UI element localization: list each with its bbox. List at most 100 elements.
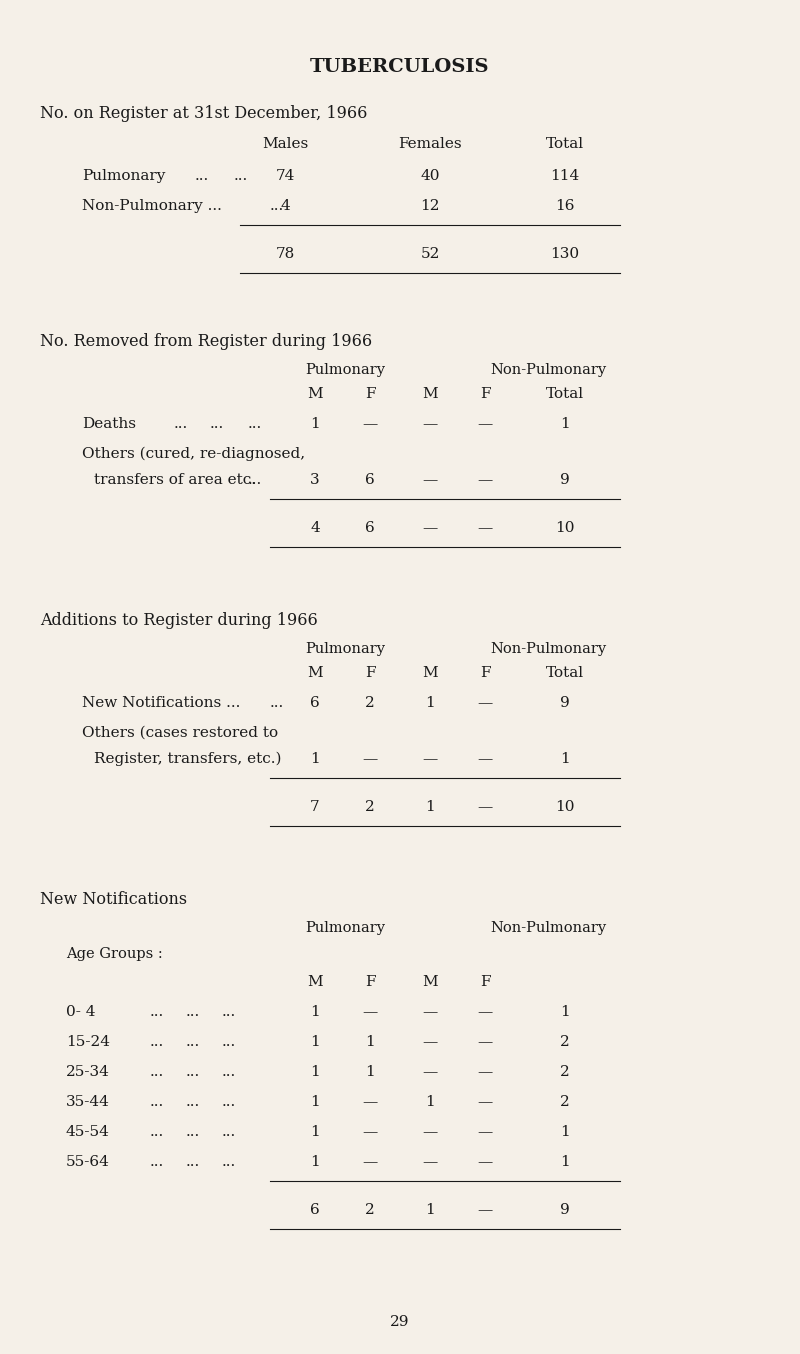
Text: 2: 2 bbox=[365, 1202, 375, 1217]
Text: —: — bbox=[362, 417, 378, 431]
Text: —: — bbox=[362, 1005, 378, 1020]
Text: TUBERCULOSIS: TUBERCULOSIS bbox=[310, 58, 490, 76]
Text: 6: 6 bbox=[310, 1202, 320, 1217]
Text: M: M bbox=[307, 666, 323, 680]
Text: 29: 29 bbox=[390, 1315, 410, 1330]
Text: New Notifications: New Notifications bbox=[40, 891, 187, 909]
Text: —: — bbox=[478, 473, 493, 487]
Text: 1: 1 bbox=[365, 1066, 375, 1079]
Text: 1: 1 bbox=[310, 1034, 320, 1049]
Text: Deaths: Deaths bbox=[82, 417, 136, 431]
Text: 2: 2 bbox=[365, 696, 375, 709]
Text: ...: ... bbox=[174, 417, 188, 431]
Text: —: — bbox=[422, 1005, 438, 1020]
Text: 74: 74 bbox=[275, 169, 294, 183]
Text: 1: 1 bbox=[365, 1034, 375, 1049]
Text: 2: 2 bbox=[560, 1034, 570, 1049]
Text: 9: 9 bbox=[560, 473, 570, 487]
Text: F: F bbox=[480, 387, 490, 401]
Text: —: — bbox=[478, 521, 493, 535]
Text: ...: ... bbox=[195, 169, 210, 183]
Text: Register, transfers, etc.): Register, transfers, etc.) bbox=[94, 751, 282, 766]
Text: ...: ... bbox=[150, 1095, 164, 1109]
Text: ...: ... bbox=[222, 1034, 236, 1049]
Text: —: — bbox=[422, 1155, 438, 1169]
Text: Non-Pulmonary: Non-Pulmonary bbox=[490, 363, 606, 376]
Text: No. Removed from Register during 1966: No. Removed from Register during 1966 bbox=[40, 333, 372, 349]
Text: ...: ... bbox=[150, 1155, 164, 1169]
Text: —: — bbox=[362, 751, 378, 766]
Text: 1: 1 bbox=[560, 1125, 570, 1139]
Text: ...: ... bbox=[186, 1005, 200, 1020]
Text: M: M bbox=[422, 975, 438, 988]
Text: —: — bbox=[478, 1155, 493, 1169]
Text: ...: ... bbox=[234, 169, 248, 183]
Text: Age Groups :: Age Groups : bbox=[66, 946, 162, 961]
Text: 130: 130 bbox=[550, 246, 579, 261]
Text: 1: 1 bbox=[310, 417, 320, 431]
Text: 35-44: 35-44 bbox=[66, 1095, 110, 1109]
Text: —: — bbox=[478, 1034, 493, 1049]
Text: —: — bbox=[362, 1155, 378, 1169]
Text: 12: 12 bbox=[420, 199, 440, 213]
Text: 2: 2 bbox=[560, 1066, 570, 1079]
Text: 10: 10 bbox=[555, 521, 574, 535]
Text: Pulmonary: Pulmonary bbox=[305, 642, 385, 655]
Text: 1: 1 bbox=[310, 751, 320, 766]
Text: Additions to Register during 1966: Additions to Register during 1966 bbox=[40, 612, 318, 630]
Text: 0- 4: 0- 4 bbox=[66, 1005, 95, 1020]
Text: 114: 114 bbox=[550, 169, 580, 183]
Text: —: — bbox=[478, 417, 493, 431]
Text: F: F bbox=[480, 975, 490, 988]
Text: Total: Total bbox=[546, 137, 584, 152]
Text: New Notifications ...: New Notifications ... bbox=[82, 696, 240, 709]
Text: 15-24: 15-24 bbox=[66, 1034, 110, 1049]
Text: 55-64: 55-64 bbox=[66, 1155, 110, 1169]
Text: ...: ... bbox=[222, 1066, 236, 1079]
Text: ...: ... bbox=[270, 199, 284, 213]
Text: 1: 1 bbox=[425, 696, 435, 709]
Text: 6: 6 bbox=[310, 696, 320, 709]
Text: Males: Males bbox=[262, 137, 308, 152]
Text: 1: 1 bbox=[560, 1155, 570, 1169]
Text: —: — bbox=[422, 473, 438, 487]
Text: ...: ... bbox=[150, 1066, 164, 1079]
Text: 1: 1 bbox=[310, 1095, 320, 1109]
Text: 1: 1 bbox=[425, 1095, 435, 1109]
Text: —: — bbox=[422, 751, 438, 766]
Text: 40: 40 bbox=[420, 169, 440, 183]
Text: M: M bbox=[307, 975, 323, 988]
Text: 2: 2 bbox=[560, 1095, 570, 1109]
Text: 6: 6 bbox=[365, 473, 375, 487]
Text: —: — bbox=[478, 1202, 493, 1217]
Text: 1: 1 bbox=[310, 1066, 320, 1079]
Text: 4: 4 bbox=[310, 521, 320, 535]
Text: ...: ... bbox=[222, 1155, 236, 1169]
Text: Females: Females bbox=[398, 137, 462, 152]
Text: 7: 7 bbox=[310, 800, 320, 814]
Text: 1: 1 bbox=[560, 1005, 570, 1020]
Text: ...: ... bbox=[248, 473, 262, 487]
Text: F: F bbox=[365, 387, 375, 401]
Text: 78: 78 bbox=[275, 246, 294, 261]
Text: 1: 1 bbox=[310, 1005, 320, 1020]
Text: —: — bbox=[478, 1125, 493, 1139]
Text: 9: 9 bbox=[560, 696, 570, 709]
Text: Total: Total bbox=[546, 666, 584, 680]
Text: 10: 10 bbox=[555, 800, 574, 814]
Text: ...: ... bbox=[186, 1066, 200, 1079]
Text: 16: 16 bbox=[555, 199, 574, 213]
Text: ...: ... bbox=[186, 1125, 200, 1139]
Text: —: — bbox=[478, 1066, 493, 1079]
Text: —: — bbox=[422, 1066, 438, 1079]
Text: 4: 4 bbox=[280, 199, 290, 213]
Text: 45-54: 45-54 bbox=[66, 1125, 110, 1139]
Text: ...: ... bbox=[186, 1034, 200, 1049]
Text: 1: 1 bbox=[560, 417, 570, 431]
Text: 25-34: 25-34 bbox=[66, 1066, 110, 1079]
Text: —: — bbox=[478, 751, 493, 766]
Text: No. on Register at 31st December, 1966: No. on Register at 31st December, 1966 bbox=[40, 106, 367, 122]
Text: 1: 1 bbox=[560, 751, 570, 766]
Text: Non-Pulmonary: Non-Pulmonary bbox=[490, 921, 606, 936]
Text: ...: ... bbox=[150, 1005, 164, 1020]
